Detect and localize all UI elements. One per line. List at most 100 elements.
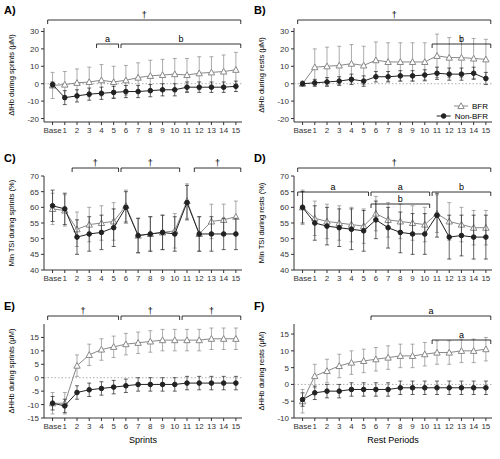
y-axis-label: Min TSI during rests (%) [257,182,266,263]
marker [299,81,305,87]
x-axis-label: Rest Periods [367,435,419,445]
marker [86,79,92,85]
series [49,184,239,253]
x-tick-label: 13 [207,126,216,135]
panel-label: C) [4,152,16,164]
x-tick-label: Base [293,422,312,431]
x-tick-label: 11 [183,422,192,431]
error-bar [112,209,116,247]
x-tick-label: 3 [337,422,342,431]
x-tick-label: 9 [160,126,165,135]
x-tick [223,122,224,125]
y-tick-label: 15 [280,330,289,339]
marker [398,385,403,390]
series [299,337,489,413]
y-tick-label: 15 [30,333,39,342]
annotation: a [331,182,336,192]
marker [124,89,129,94]
x-tick-label: 1 [63,126,68,135]
error-bar [87,88,91,100]
x-tick [77,122,78,125]
x-tick-label: 5 [111,274,116,283]
y-axis [294,324,295,418]
annotation: † [93,158,98,168]
marker [312,64,318,70]
x-tick [485,270,486,273]
marker [196,337,202,343]
x-tick [375,270,376,273]
panel: 40455055606570Base123456789101112131415C… [4,152,242,283]
bracket [182,316,241,320]
x-tick-label: 5 [361,422,366,431]
marker [147,73,153,79]
marker [324,368,330,374]
x-tick [174,418,175,421]
marker [135,340,141,346]
x-tick [64,122,65,125]
y-tick-label: 20 [280,45,289,54]
error-bar [222,218,226,249]
x-tick [449,418,450,421]
error-bar [87,217,91,251]
x-tick [52,418,53,421]
marker [434,53,440,59]
x-tick [363,418,364,421]
marker [159,72,165,78]
annotation: † [148,306,153,316]
x-tick [125,270,126,273]
marker [197,232,202,237]
y-tick [291,254,294,255]
series-line [53,201,236,235]
y-tick [41,48,44,49]
y-tick-label: 70 [30,172,39,181]
marker [98,346,104,352]
y-tick-label: 10 [280,62,289,71]
error-bar [87,383,91,396]
bracket [72,168,118,172]
x-tick [363,122,364,125]
y-tick [41,207,44,208]
x-tick-label: 12 [445,274,454,283]
y-axis-label: ΔHHb during sprints (μM) [7,328,16,413]
x-tick-label: 13 [207,274,216,283]
error-bar [484,72,488,84]
y-axis-label: ΔtHb during rests (μM) [257,37,266,113]
plot-area [294,337,492,413]
error-bar [325,384,329,397]
error-bar [136,218,140,252]
error-bar [63,399,67,412]
y-tick-label: 0 [285,80,290,89]
marker [447,235,452,240]
marker [111,90,116,95]
x-axis [294,122,492,123]
marker [86,352,92,358]
error-bar [423,70,427,80]
marker [336,62,342,68]
panel: -20-100102030Base123456789101112131415A)… [4,4,242,135]
x-tick-label: 14 [219,274,228,283]
x-tick [187,122,188,125]
marker [410,385,415,390]
marker [484,235,489,240]
y-tick-label: -5 [282,397,290,406]
x-tick [199,418,200,421]
marker [184,72,190,78]
y-tick [291,48,294,49]
marker [123,77,129,83]
error-bar [124,192,128,223]
y-tick [41,101,44,102]
x-axis [294,270,492,271]
marker [197,381,202,386]
marker [312,81,317,86]
annotation: b [398,194,403,204]
y-tick-label: 65 [280,188,289,197]
error-bar [362,210,366,251]
x-tick [52,122,53,125]
x-tick [327,270,328,273]
panel-label: F) [254,300,265,312]
x-tick-label: 8 [148,126,153,135]
x-tick-label: Base [293,274,312,283]
marker [185,200,190,205]
error-bar [136,85,140,97]
x-tick [52,270,53,273]
